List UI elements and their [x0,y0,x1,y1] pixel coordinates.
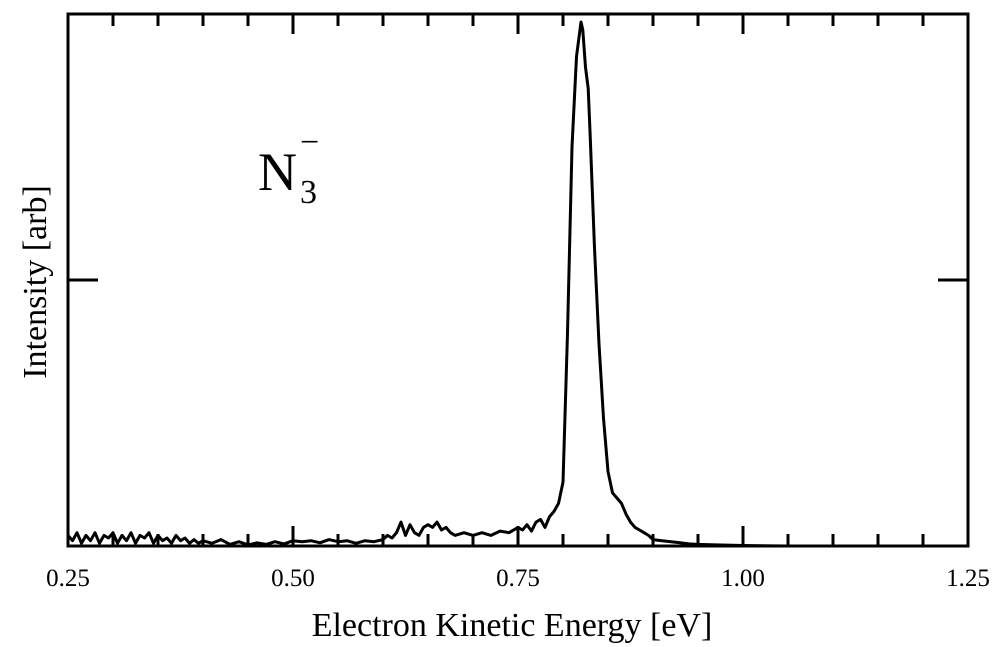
x-tick-label: 1.00 [721,565,765,592]
x-tick-labels: 0.25 0.50 0.75 1.00 1.25 [46,565,990,592]
plot-frame [66,12,970,548]
x-tick-label: 0.50 [271,565,315,592]
x-tick-label: 0.75 [496,565,540,592]
x-tick-label: 0.25 [46,565,90,592]
species-subscript: 3 [300,174,317,211]
spectrum-line [66,20,968,548]
axis-ticks [68,14,968,546]
x-axis-title: Electron Kinetic Energy [eV] [312,607,713,644]
x-tick-label: 1.25 [946,565,990,592]
species-symbol: N [258,142,297,202]
y-axis-title: Intensity [arb] [17,185,54,379]
species-charge: − [300,124,319,161]
species-label: N 3 − [258,124,319,211]
